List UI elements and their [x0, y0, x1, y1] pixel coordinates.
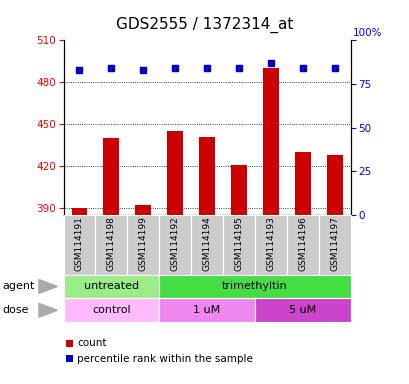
Text: GDS2555 / 1372314_at: GDS2555 / 1372314_at — [116, 17, 293, 33]
Text: GSM114193: GSM114193 — [266, 216, 275, 271]
Bar — [71, 208, 87, 215]
Text: GSM114191: GSM114191 — [75, 216, 84, 271]
Bar — [326, 155, 342, 215]
Text: GSM114198: GSM114198 — [107, 216, 116, 271]
Point — [235, 65, 242, 71]
Text: GSM114195: GSM114195 — [234, 216, 243, 271]
Text: agent: agent — [2, 281, 34, 291]
Text: percentile rank within the sample: percentile rank within the sample — [77, 354, 252, 364]
Point — [76, 67, 83, 73]
Text: GSM114196: GSM114196 — [297, 216, 306, 271]
Bar — [230, 165, 246, 215]
Point — [171, 65, 178, 71]
Point — [108, 65, 115, 71]
Bar — [199, 137, 214, 215]
Text: 5 uM: 5 uM — [288, 305, 316, 315]
Text: GSM114199: GSM114199 — [138, 216, 147, 271]
Text: dose: dose — [2, 305, 29, 315]
Point — [203, 65, 210, 71]
Bar — [167, 131, 183, 215]
Bar — [135, 205, 151, 215]
Text: GSM114197: GSM114197 — [329, 216, 338, 271]
Point — [139, 67, 146, 73]
Text: 1 uM: 1 uM — [193, 305, 220, 315]
Text: GSM114194: GSM114194 — [202, 216, 211, 271]
Text: count: count — [77, 338, 106, 348]
Text: GSM114192: GSM114192 — [170, 216, 179, 271]
Text: 100%: 100% — [352, 28, 381, 38]
Point — [267, 60, 274, 66]
Text: control: control — [92, 305, 130, 315]
Point — [299, 65, 305, 71]
Bar — [262, 68, 278, 215]
Text: untreated: untreated — [83, 281, 139, 291]
Text: trimethyltin: trimethyltin — [221, 281, 287, 291]
Bar — [103, 138, 119, 215]
Bar — [294, 152, 310, 215]
Point — [330, 65, 337, 71]
